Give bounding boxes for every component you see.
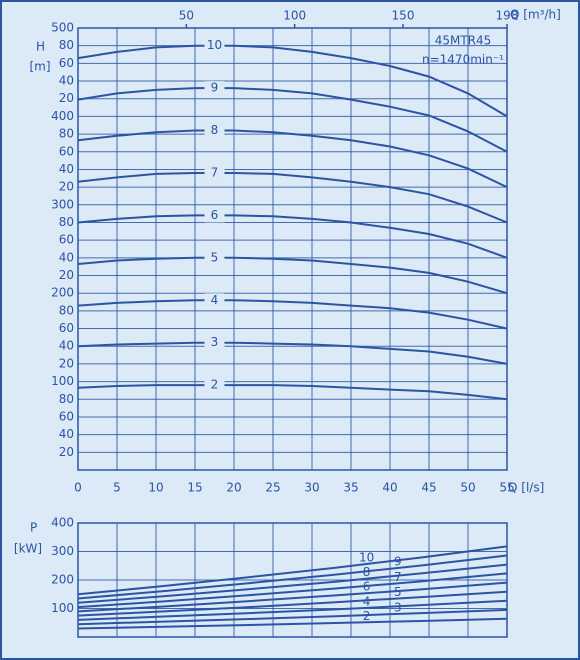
y-tick-label: 80 xyxy=(59,303,74,317)
annotation: n=1470min⁻¹ xyxy=(422,53,504,67)
series-label: 2 xyxy=(211,378,219,392)
y-tick-label: 60 xyxy=(59,409,74,423)
x-tick-label: 50 xyxy=(460,481,475,495)
y-tick-label: 60 xyxy=(59,233,74,247)
series-line xyxy=(77,44,508,118)
series-label: 3 xyxy=(394,600,402,614)
series-line xyxy=(77,87,508,153)
series-label: 10 xyxy=(359,551,374,565)
y-tick-label: 100 xyxy=(51,601,74,615)
y-tick-label: 20 xyxy=(59,445,74,459)
y-tick-label: 80 xyxy=(59,38,74,52)
series-label: 3 xyxy=(211,335,219,349)
x-tick-label: 20 xyxy=(226,481,241,495)
series-line xyxy=(77,608,508,626)
series-label: 7 xyxy=(394,570,402,584)
y-tick-label: 40 xyxy=(59,162,74,176)
y-tick-label: 500 xyxy=(51,21,74,35)
y-tick-label: 80 xyxy=(59,127,74,141)
series-line xyxy=(77,572,508,609)
series-label: 10 xyxy=(207,38,222,52)
series-line xyxy=(77,563,508,604)
y-tick-label: 60 xyxy=(59,56,74,70)
series-line xyxy=(77,214,508,259)
y-unit: [m] xyxy=(29,60,50,74)
y-tick-label: 60 xyxy=(59,144,74,158)
x-tick-label: 55 xyxy=(499,481,514,495)
y-tick-label: 400 xyxy=(51,516,74,530)
annotation: 45MTR45 xyxy=(435,34,492,48)
x-tick-label: 35 xyxy=(343,481,358,495)
series-label: 9 xyxy=(211,81,219,95)
x-tick-label: 45 xyxy=(421,481,436,495)
x-tick-label: 25 xyxy=(265,481,280,495)
label-gap xyxy=(204,250,225,265)
y-unit: [kW] xyxy=(14,542,42,556)
series-line xyxy=(77,554,508,600)
y-tick-label: 20 xyxy=(59,356,74,370)
y-tick-label: 300 xyxy=(51,544,74,558)
y-tick-label: 200 xyxy=(51,573,74,587)
y-tick-label: 400 xyxy=(51,109,74,123)
series-label: 6 xyxy=(211,208,219,222)
series-line xyxy=(77,590,508,617)
x2-tick-label: 198 xyxy=(496,9,519,23)
series-line xyxy=(77,256,508,295)
series-label: 9 xyxy=(394,554,402,568)
y-tick-label: 60 xyxy=(59,321,74,335)
y-tick-label: 40 xyxy=(59,339,74,353)
x-tick-label: 40 xyxy=(382,481,397,495)
series-line xyxy=(77,172,508,224)
y-tick-label: 80 xyxy=(59,392,74,406)
y-tick-label: 100 xyxy=(51,374,74,388)
series-label: 5 xyxy=(211,250,219,264)
label-gap xyxy=(204,123,225,138)
x2-tick-label: 150 xyxy=(392,9,415,23)
y-tick-label: 20 xyxy=(59,91,74,105)
x2-tick-label: 50 xyxy=(179,9,194,23)
x2-label: Q [m³/h] xyxy=(510,8,561,22)
y-tick-label: 200 xyxy=(51,286,74,300)
x-label: Q [l/s] xyxy=(508,481,544,495)
series-label: 4 xyxy=(211,293,219,307)
label-gap xyxy=(204,38,225,53)
x-tick-label: 0 xyxy=(74,481,82,495)
label-gap xyxy=(204,165,225,180)
x-tick-label: 30 xyxy=(304,481,319,495)
y-tick-label: 20 xyxy=(59,180,74,194)
y-label: H xyxy=(36,40,45,54)
annotation-box xyxy=(420,30,506,72)
label-gap xyxy=(204,335,225,350)
label-gap xyxy=(204,378,225,393)
series-label: 7 xyxy=(211,165,219,179)
y-tick-label: 40 xyxy=(59,250,74,264)
series-line xyxy=(77,384,508,401)
label-gap xyxy=(204,208,225,223)
y-tick-label: 300 xyxy=(51,197,74,211)
series-line xyxy=(77,299,508,330)
y-tick-label: 80 xyxy=(59,215,74,229)
x-tick-label: 5 xyxy=(113,481,121,495)
label-gap xyxy=(204,293,225,308)
x2-tick-label: 100 xyxy=(283,9,306,23)
series-label: 8 xyxy=(211,123,219,137)
series-line xyxy=(77,599,508,621)
x-tick-label: 10 xyxy=(148,481,163,495)
y-tick-label: 40 xyxy=(59,74,74,88)
label-gap xyxy=(204,81,225,96)
y-label: P xyxy=(30,521,37,535)
series-line xyxy=(77,617,508,630)
series-line xyxy=(77,341,508,365)
series-line xyxy=(77,581,508,613)
series-line xyxy=(77,129,508,189)
y-tick-label: 40 xyxy=(59,427,74,441)
y-tick-label: 20 xyxy=(59,268,74,282)
series-line xyxy=(77,545,508,596)
x-tick-label: 15 xyxy=(187,481,202,495)
